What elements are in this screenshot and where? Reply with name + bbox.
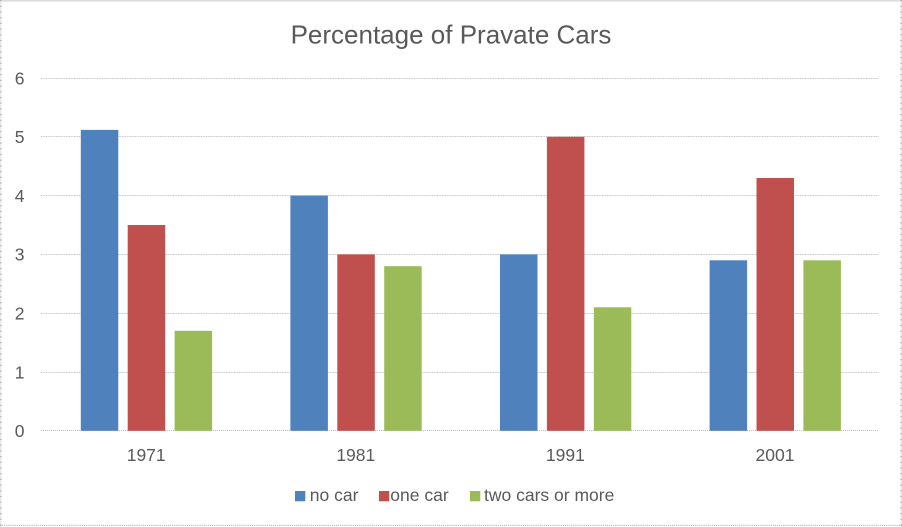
svg-text:5: 5 — [15, 127, 25, 147]
svg-text:two cars or more: two cars or more — [484, 485, 614, 505]
svg-text:2001: 2001 — [756, 445, 795, 465]
svg-text:1981: 1981 — [336, 445, 375, 465]
svg-text:1991: 1991 — [546, 445, 585, 465]
svg-text:one car: one car — [390, 485, 449, 505]
svg-text:1971: 1971 — [127, 445, 166, 465]
svg-text:1: 1 — [15, 362, 25, 382]
svg-text:no car: no car — [310, 485, 359, 505]
svg-text:2: 2 — [15, 304, 25, 324]
svg-text:0: 0 — [15, 421, 25, 441]
svg-text:6: 6 — [15, 68, 25, 88]
svg-text:3: 3 — [15, 245, 25, 265]
svg-text:Percentage of Pravate Cars: Percentage of Pravate Cars — [291, 20, 612, 50]
svg-text:4: 4 — [15, 186, 25, 206]
